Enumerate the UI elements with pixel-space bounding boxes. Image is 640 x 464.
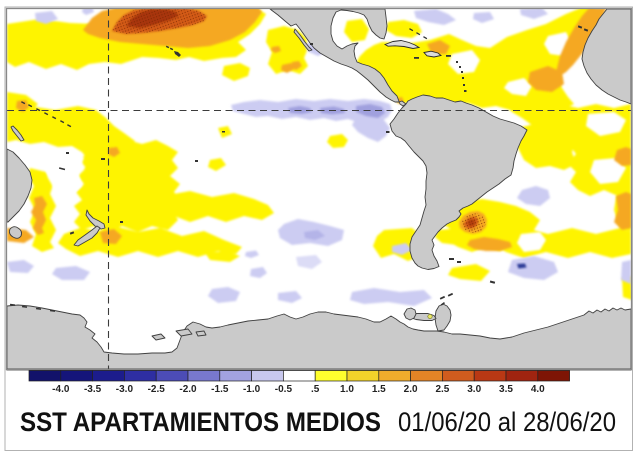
svg-text:-2.5: -2.5 <box>148 384 166 395</box>
svg-text:3.0: 3.0 <box>467 384 481 395</box>
svg-text:01/06/20 al 28/06/20: 01/06/20 al 28/06/20 <box>398 407 616 437</box>
svg-text:4.0: 4.0 <box>531 384 545 395</box>
svg-text:-1.5: -1.5 <box>211 384 229 395</box>
svg-text:-3.0: -3.0 <box>116 384 134 395</box>
svg-text:-1.0: -1.0 <box>243 384 261 395</box>
svg-text:2.0: 2.0 <box>404 384 418 395</box>
svg-text:-3.5: -3.5 <box>84 384 102 395</box>
svg-text:SST APARTAMIENTOS MEDIOS: SST APARTAMIENTOS MEDIOS <box>20 407 381 437</box>
svg-text:2.5: 2.5 <box>435 384 449 395</box>
svg-text:-4.0: -4.0 <box>52 384 70 395</box>
svg-text:-0.5: -0.5 <box>275 384 293 395</box>
svg-text:.5: .5 <box>311 384 320 395</box>
svg-text:1.5: 1.5 <box>372 384 386 395</box>
svg-text:1.0: 1.0 <box>340 384 354 395</box>
svg-text:3.5: 3.5 <box>499 384 513 395</box>
svg-text:-2.0: -2.0 <box>179 384 197 395</box>
